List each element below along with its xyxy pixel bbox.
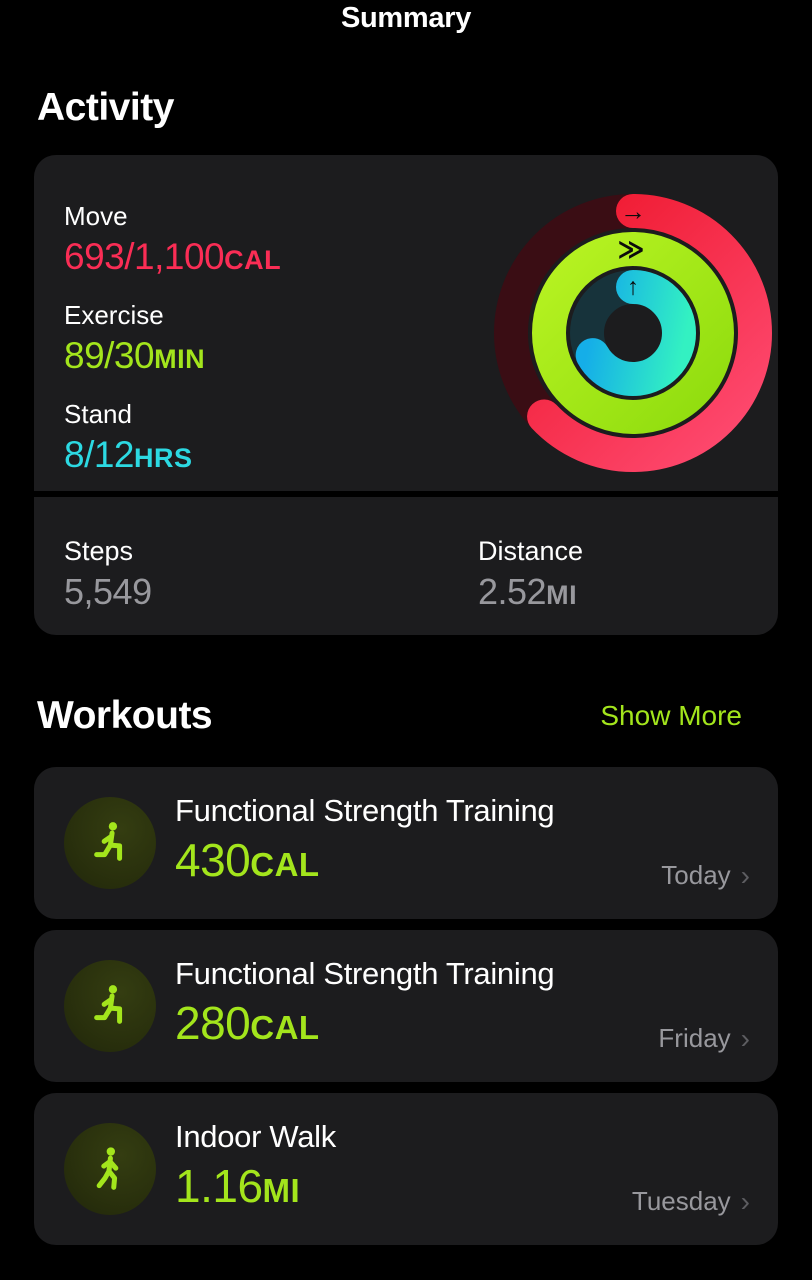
workout-row[interactable]: Indoor Walk 1.16MI Tuesday ›	[34, 1093, 778, 1245]
chevron-right-icon: ›	[740, 1022, 750, 1054]
workout-value: 430CAL	[175, 834, 320, 886]
move-ring	[494, 194, 772, 472]
exercise-unit: MIN	[154, 344, 206, 374]
move-label: Move	[64, 201, 128, 231]
exercise-label: Exercise	[64, 300, 164, 330]
activity-rings-section[interactable]: Move 693/1,100CAL Exercise 89/30MIN Stan…	[34, 155, 778, 491]
distance-unit: MI	[546, 580, 578, 610]
move-value: 693/1,100CAL	[64, 236, 282, 277]
activity-summary-card[interactable]: Move 693/1,100CAL Exercise 89/30MIN Stan…	[34, 155, 778, 635]
workout-title: Functional Strength Training	[175, 793, 555, 828]
workouts-heading: Workouts	[37, 694, 213, 737]
stand-unit: HRS	[134, 443, 193, 473]
workout-day: Friday ›	[658, 1022, 750, 1054]
activity-heading: Activity	[37, 86, 174, 129]
steps-stat: Steps 5,549	[64, 533, 152, 618]
move-arrow-icon: →	[620, 196, 646, 226]
workout-title: Indoor Walk	[175, 1119, 336, 1154]
steps-label: Steps	[64, 536, 134, 566]
exercise-ring	[532, 232, 734, 434]
workout-icon-badge	[64, 960, 156, 1052]
exercise-arrow-icon: ≫	[617, 234, 644, 264]
distance-label: Distance	[478, 536, 584, 566]
page-title: Summary	[340, 2, 472, 34]
workout-row[interactable]: Functional Strength Training 280CAL Frid…	[34, 930, 778, 1082]
activity-metrics: Move 693/1,100CAL Exercise 89/30MIN Stan…	[64, 199, 281, 496]
workout-row[interactable]: Functional Strength Training 430CAL Toda…	[34, 767, 778, 919]
workout-day: Today ›	[661, 859, 750, 891]
exercise-value: 89/30MIN	[64, 335, 206, 376]
workout-icon-badge	[64, 797, 156, 889]
walk-icon	[96, 1147, 119, 1190]
stand-metric: Stand 8/12HRS	[64, 397, 281, 482]
show-more-button[interactable]: Show More	[600, 700, 742, 731]
chevron-right-icon: ›	[740, 1185, 750, 1217]
steps-value: 5,549	[64, 571, 152, 612]
exercise-metric: Exercise 89/30MIN	[64, 298, 281, 383]
workout-day: Tuesday ›	[631, 1185, 750, 1217]
strength-training-icon	[94, 822, 123, 861]
distance-stat: Distance 2.52MI	[478, 533, 583, 618]
activity-rings: → ≫ ↑	[493, 193, 773, 473]
workouts-header: Workouts Show More	[37, 694, 778, 738]
workout-icon-badge	[64, 1123, 156, 1215]
steps-distance-section[interactable]: Steps 5,549 Distance 2.52MI	[34, 497, 778, 635]
stand-arrow-icon: ↑	[627, 274, 639, 301]
activity-rings-svg: → ≫ ↑	[494, 194, 772, 472]
stand-value: 8/12HRS	[64, 434, 193, 475]
stand-label: Stand	[64, 399, 132, 429]
distance-value: 2.52MI	[478, 571, 578, 612]
stand-ring	[570, 270, 696, 396]
strength-training-icon	[94, 985, 123, 1024]
workout-value: 1.16MI	[175, 1160, 301, 1212]
workout-title: Functional Strength Training	[175, 956, 555, 991]
chevron-right-icon: ›	[740, 859, 750, 891]
move-metric: Move 693/1,100CAL	[64, 199, 281, 284]
move-unit: CAL	[224, 245, 282, 275]
workout-value: 280CAL	[175, 997, 320, 1049]
